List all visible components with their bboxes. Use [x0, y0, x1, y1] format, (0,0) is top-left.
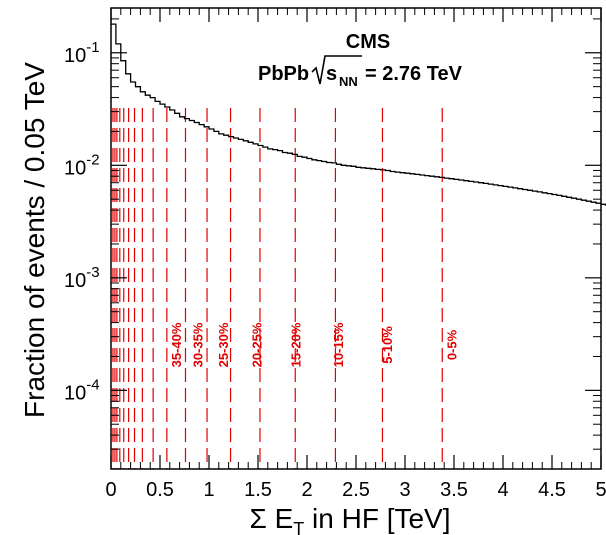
chart-title-cms: CMS: [346, 31, 390, 53]
x-tick-label: 2: [301, 479, 312, 501]
centrality-label: 5-10%: [380, 326, 395, 364]
centrality-label: 35-40%: [169, 322, 184, 367]
centrality-label: 0-5%: [445, 329, 460, 360]
sqrt-sign-icon: [311, 55, 362, 85]
centrality-lines: 35-40% 30-35% 25-30% 20-25% 15-20% 10-15% 5-10…: [112, 108, 460, 469]
x-tick-label: 3.5: [440, 479, 468, 501]
x-axis-title: Σ ET in HF [TeV]: [249, 503, 450, 535]
centrality-label: 20-25%: [250, 322, 265, 367]
centrality-label: 15-20%: [289, 322, 304, 367]
y-tick-label: 10-2: [64, 151, 100, 179]
chart-title-collision: PbPb s NN = 2.76 TeV: [258, 55, 463, 89]
x-tick-label: 2.5: [342, 479, 370, 501]
y-tick-label: 10-1: [64, 39, 100, 67]
title-s: s: [326, 63, 337, 85]
histogram-series: [110, 23, 606, 207]
x-tick-label: 0.5: [146, 479, 174, 501]
x-tick-label: 1: [203, 479, 214, 501]
x-tick-label: 5: [595, 479, 606, 501]
x-tick-label: 0: [105, 479, 116, 501]
x-tick-label: 4: [497, 479, 508, 501]
centrality-label: 30-35%: [191, 322, 206, 367]
centrality-label: 25-30%: [216, 322, 231, 367]
title-system: PbPb: [258, 63, 309, 85]
x-tick-label: 4.5: [538, 479, 566, 501]
title-energy: = 2.76 TeV: [365, 63, 463, 85]
x-tick-label: 3: [399, 479, 410, 501]
y-tick-label: 10-4: [64, 376, 100, 404]
axis-ticks: 0 0.5 1 1.5 2 2.5 3 3.5 4 4.5 5 10-4 10-3 10-2 10-1: [64, 8, 606, 501]
title-nn: NN: [339, 74, 358, 89]
y-tick-label: 10-3: [64, 264, 100, 292]
centrality-label: 10-15%: [331, 322, 346, 367]
x-tick-label: 1.5: [244, 479, 272, 501]
y-axis-title: Fraction of events / 0.05 TeV: [19, 62, 50, 418]
